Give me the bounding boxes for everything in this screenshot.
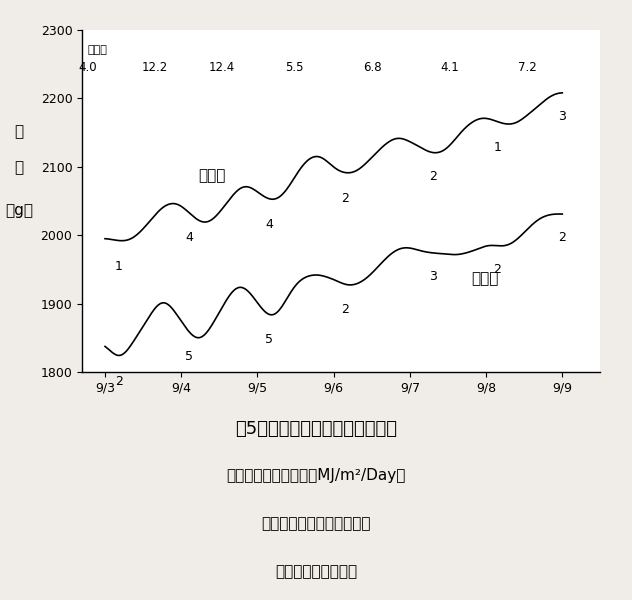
Text: 5: 5	[265, 333, 273, 346]
Text: 日射量: 日射量	[87, 46, 107, 55]
Text: 2: 2	[341, 191, 349, 205]
Text: （各区一果を例示）: （各区一果を例示）	[275, 564, 357, 579]
Text: 2: 2	[341, 303, 349, 316]
Text: 重: 重	[15, 160, 23, 175]
Text: 1: 1	[494, 141, 501, 154]
Text: 6.8: 6.8	[363, 61, 382, 74]
Text: 上段の数字は日射量（MJ/m²/Day）: 上段の数字は日射量（MJ/m²/Day）	[226, 468, 406, 483]
Text: 線の下の数字はかん水回数: 線の下の数字はかん水回数	[261, 516, 371, 531]
Text: 制御区: 制御区	[198, 169, 226, 184]
Text: 4.0: 4.0	[78, 61, 97, 74]
Text: 7.2: 7.2	[518, 61, 537, 74]
Text: 围5　慣行区，制御区の果重変化: 围5 慣行区，制御区の果重変化	[235, 420, 397, 438]
Text: 2: 2	[494, 263, 501, 276]
Text: 果: 果	[15, 124, 23, 139]
Text: 4: 4	[185, 232, 193, 244]
Text: 4: 4	[265, 218, 273, 230]
Text: 12.2: 12.2	[142, 61, 168, 74]
Text: 2: 2	[558, 231, 566, 244]
Text: 2: 2	[428, 170, 437, 182]
Text: 5.5: 5.5	[286, 61, 304, 74]
Text: 慣行区: 慣行区	[471, 271, 498, 286]
Text: 1: 1	[115, 260, 123, 272]
Text: 3: 3	[428, 270, 437, 283]
Text: 12.4: 12.4	[209, 61, 235, 74]
Text: （g）: （g）	[5, 202, 33, 217]
Text: 5: 5	[185, 350, 193, 363]
Text: 2: 2	[115, 374, 123, 388]
Text: 4.1: 4.1	[441, 61, 459, 74]
Text: 3: 3	[558, 110, 566, 123]
